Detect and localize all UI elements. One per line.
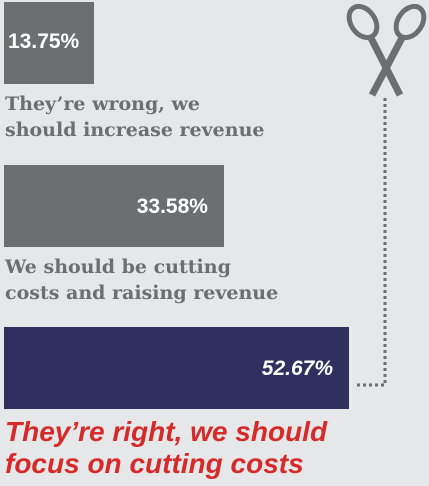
category-label: They’re wrong, we should increase revenu…	[5, 93, 265, 141]
category-label: We should be cutting costs and raising r…	[5, 256, 279, 304]
dotted-connector	[355, 98, 387, 387]
scissors-icon	[346, 3, 427, 97]
value-label: 33.58%	[136, 195, 208, 218]
category-label: They’re right, we should focus on cuttin…	[5, 416, 328, 479]
value-label: 52.67%	[261, 357, 333, 380]
value-label: 13.75%	[8, 30, 80, 53]
bar	[4, 165, 224, 247]
bar	[4, 2, 95, 84]
bar	[4, 327, 349, 409]
